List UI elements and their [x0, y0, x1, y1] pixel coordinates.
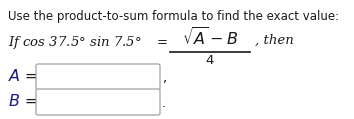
Text: $4$: $4$ [205, 54, 215, 67]
Text: , then: , then [255, 34, 294, 47]
Text: .: . [162, 97, 166, 110]
Text: If cos 37.5$°$ sin 7.5$°$: If cos 37.5$°$ sin 7.5$°$ [8, 34, 142, 51]
Text: Use the product-to-sum formula to find the exact value:: Use the product-to-sum formula to find t… [8, 10, 339, 23]
Text: $\sqrt{A}-B$: $\sqrt{A}-B$ [182, 28, 238, 50]
Text: $B$: $B$ [8, 93, 20, 110]
Text: $=$: $=$ [22, 93, 38, 108]
FancyBboxPatch shape [36, 64, 160, 90]
Text: ,: , [162, 72, 166, 85]
Text: $A$: $A$ [8, 68, 21, 85]
Text: $=$: $=$ [154, 34, 168, 47]
Text: $=$: $=$ [22, 68, 38, 83]
FancyBboxPatch shape [36, 89, 160, 115]
